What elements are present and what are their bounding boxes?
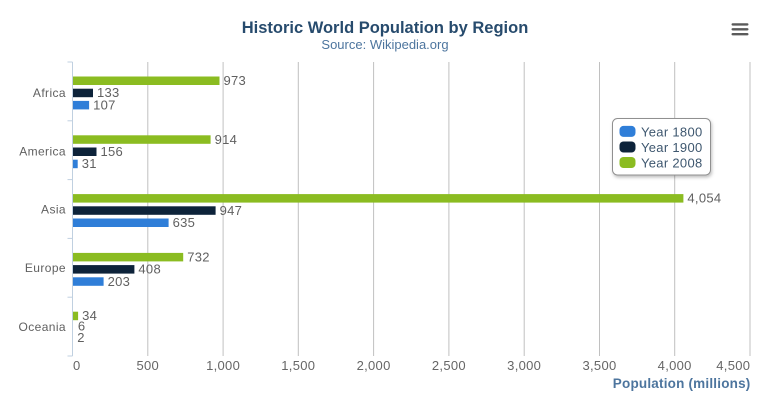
svg-text:203: 203 [108,274,131,289]
svg-text:Year 2008: Year 2008 [641,156,703,171]
svg-text:1,000: 1,000 [206,358,240,373]
svg-text:Historic World Population by R: Historic World Population by Region [242,19,529,37]
svg-text:4,500: 4,500 [716,358,750,373]
svg-text:2: 2 [77,330,85,345]
svg-text:156: 156 [101,144,124,159]
svg-text:635: 635 [173,215,196,230]
svg-text:Population (millions): Population (millions) [613,376,751,391]
svg-text:0: 0 [73,358,81,373]
svg-text:31: 31 [82,156,97,171]
svg-text:408: 408 [138,262,161,277]
svg-text:947: 947 [220,203,243,218]
svg-text:973: 973 [224,73,247,88]
svg-text:500: 500 [137,358,160,373]
svg-text:Year 1900: Year 1900 [641,140,703,155]
svg-text:Africa: Africa [33,86,66,100]
svg-text:2,500: 2,500 [432,358,466,373]
svg-text:4,054: 4,054 [687,191,721,206]
svg-text:Year 1800: Year 1800 [641,124,703,139]
svg-text:2,000: 2,000 [357,358,391,373]
svg-text:6: 6 [78,318,86,333]
svg-text:732: 732 [187,249,210,264]
svg-text:America: America [19,145,66,159]
svg-text:3,500: 3,500 [582,358,616,373]
svg-text:3,000: 3,000 [507,358,541,373]
svg-text:Asia: Asia [41,202,66,216]
svg-text:4,000: 4,000 [658,358,692,373]
svg-text:Oceania: Oceania [19,320,67,334]
svg-text:107: 107 [93,97,116,112]
svg-text:Source: Wikipedia.org: Source: Wikipedia.org [321,37,448,52]
svg-text:34: 34 [82,308,97,323]
svg-text:133: 133 [97,85,120,100]
svg-text:1,500: 1,500 [281,358,315,373]
svg-text:914: 914 [215,132,238,147]
svg-text:Europe: Europe [25,261,66,275]
